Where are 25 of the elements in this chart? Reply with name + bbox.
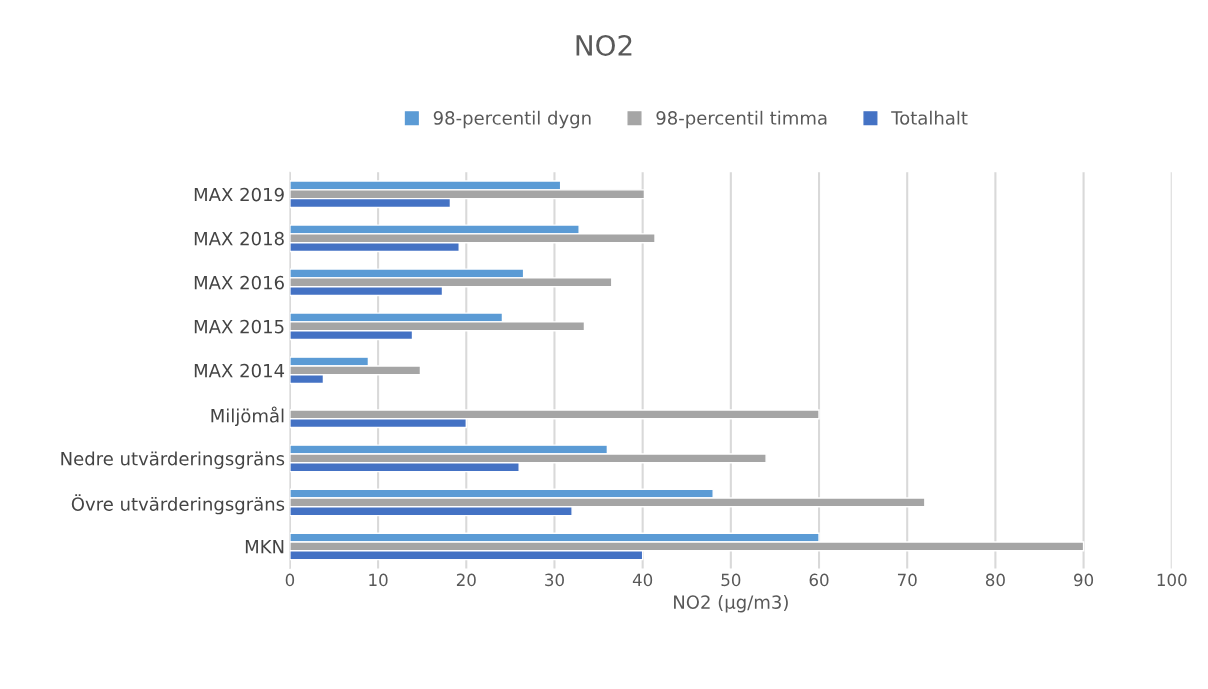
y-tick-label: Miljömål [211,406,284,427]
x-axis-title: NO2 (µg/m3) [674,594,788,613]
x-tick-label: 40 [632,573,653,587]
x-tick-label: 80 [985,573,1005,587]
y-tick-label: Nedre utvärderingsgräns [61,451,285,469]
x-tick-label: 0 [285,573,295,587]
chart-title: NO2 [576,34,632,56]
x-tick-label: 30 [545,573,564,587]
x-tick-label: 90 [1074,573,1094,587]
y-tick-label: Övre utvärderingsgräns [71,494,285,515]
x-tick-label: 70 [897,573,917,587]
legend-label: 98-percentil dygn [433,110,591,129]
y-tick-label: MAX 2014 [194,363,285,378]
x-tick-label: 50 [721,573,741,587]
y-tick-label: MAX 2019 [194,187,284,202]
x-tick-label: 100 [1157,573,1187,587]
x-tick-label: 10 [369,573,388,587]
legend-label: Totalhalt [891,110,968,125]
x-tick-label: 20 [456,573,476,587]
y-tick-label: MAX 2018 [194,231,284,246]
x-tick-label: 60 [809,573,829,587]
y-tick-label: MKN [245,540,284,554]
y-tick-label: MAX 2015 [194,319,284,334]
legend-label: 98-percentil timma [656,110,827,129]
y-tick-label: MAX 2016 [194,275,284,290]
